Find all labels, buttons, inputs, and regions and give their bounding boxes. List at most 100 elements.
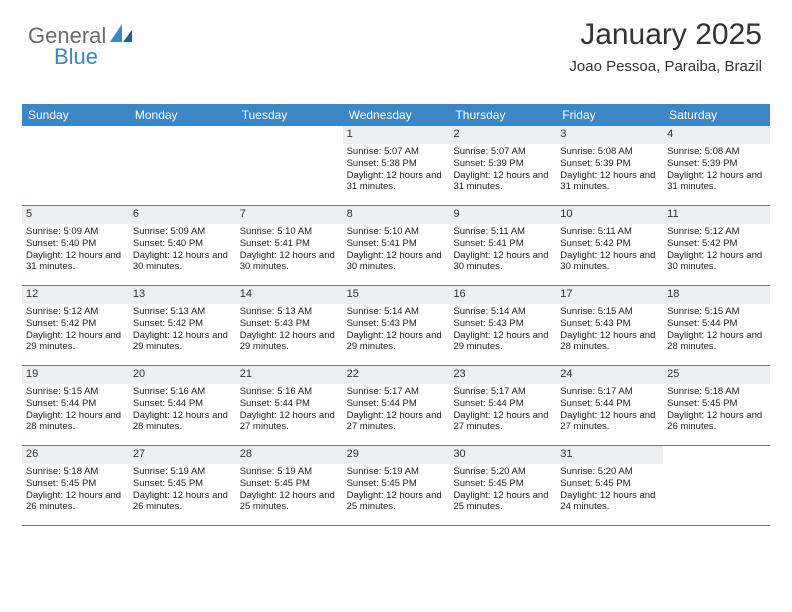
sunset-line: Sunset: 5:39 PM bbox=[453, 158, 523, 169]
day-cell: 12Sunrise: 5:12 AMSunset: 5:42 PMDayligh… bbox=[22, 286, 129, 366]
daylight-line: Daylight: 12 hours and 29 minutes. bbox=[453, 330, 548, 353]
sunrise-line: Sunrise: 5:16 AM bbox=[133, 386, 205, 397]
sunset-line: Sunset: 5:45 PM bbox=[453, 478, 523, 489]
sunrise-line: Sunrise: 5:17 AM bbox=[560, 386, 632, 397]
sunrise-line: Sunrise: 5:07 AM bbox=[453, 146, 525, 157]
day-cell: 29 Sunrise: 5:19 AMSunset: 5:45 PMDayligh… bbox=[343, 446, 450, 526]
day-number: 29 bbox=[343, 446, 450, 464]
sunrise-line: Sunrise: 5:14 AM bbox=[347, 306, 419, 317]
day-header-cell: Wednesday bbox=[343, 104, 450, 126]
daylight-line: Daylight: 12 hours and 28 minutes. bbox=[26, 410, 121, 433]
day-number: 18 bbox=[663, 286, 770, 304]
sunrise-line: Sunrise: 5:15 AM bbox=[560, 306, 632, 317]
day-info: Sunrise: 5:07 AMSunset: 5:38 PMDaylight:… bbox=[347, 146, 446, 194]
sunrise-line: Sunrise: 5:09 AM bbox=[26, 226, 98, 237]
header: January 2025 Joao Pessoa, Paraiba, Brazi… bbox=[569, 18, 762, 75]
day-number: 3 bbox=[556, 126, 663, 144]
day-number: 13 bbox=[129, 286, 236, 304]
day-cell: 1Sunrise: 5:07 AMSunset: 5:38 PMDaylight… bbox=[343, 126, 450, 206]
daylight-line: Daylight: 12 hours and 25 minutes. bbox=[240, 490, 335, 513]
day-info: Sunrise: 5:12 AMSunset: 5:42 PMDaylight:… bbox=[667, 226, 766, 274]
daylight-line: Daylight: 12 hours and 25 minutes. bbox=[347, 490, 442, 513]
day-cell: 31Sunrise: 5:20 AMSunset: 5:45 PMDayligh… bbox=[556, 446, 663, 526]
sunset-line: Sunset: 5:42 PM bbox=[560, 238, 630, 249]
day-cell: 9Sunrise: 5:11 AMSunset: 5:41 PMDaylight… bbox=[449, 206, 556, 286]
day-number: 5 bbox=[22, 206, 129, 224]
day-number: 27 bbox=[129, 446, 236, 464]
day-header-cell: Thursday bbox=[449, 104, 556, 126]
day-number: 24 bbox=[556, 366, 663, 384]
daylight-line: Daylight: 12 hours and 25 minutes. bbox=[453, 490, 548, 513]
day-cell: 15 Sunrise: 5:14 AMSunset: 5:43 PMDayligh… bbox=[343, 286, 450, 366]
day-header-cell: Tuesday bbox=[236, 104, 343, 126]
daylight-line: Daylight: 12 hours and 30 minutes. bbox=[347, 250, 442, 273]
logo-sail-icon bbox=[108, 22, 134, 49]
weeks-container: 1Sunrise: 5:07 AMSunset: 5:38 PMDaylight… bbox=[22, 126, 770, 526]
sunset-line: Sunset: 5:43 PM bbox=[560, 318, 630, 329]
day-cell-empty bbox=[663, 446, 770, 526]
day-cell: 13Sunrise: 5:13 AMSunset: 5:42 PMDayligh… bbox=[129, 286, 236, 366]
day-number: 8 bbox=[343, 206, 450, 224]
daylight-line: Daylight: 12 hours and 31 minutes. bbox=[560, 170, 655, 193]
day-number: 20 bbox=[129, 366, 236, 384]
daylight-line: Daylight: 12 hours and 29 minutes. bbox=[347, 330, 442, 353]
sunset-line: Sunset: 5:45 PM bbox=[347, 478, 417, 489]
day-info: Sunrise: 5:19 AMSunset: 5:45 PMDaylight:… bbox=[347, 466, 446, 514]
day-cell: 3Sunrise: 5:08 AMSunset: 5:39 PMDaylight… bbox=[556, 126, 663, 206]
daylight-line: Daylight: 12 hours and 29 minutes. bbox=[133, 330, 228, 353]
day-number: 31 bbox=[556, 446, 663, 464]
day-number: 11 bbox=[663, 206, 770, 224]
sunset-line: Sunset: 5:41 PM bbox=[453, 238, 523, 249]
sunrise-line: Sunrise: 5:12 AM bbox=[667, 226, 739, 237]
sunrise-line: Sunrise: 5:10 AM bbox=[347, 226, 419, 237]
daylight-line: Daylight: 12 hours and 26 minutes. bbox=[26, 490, 121, 513]
day-header-row: SundayMondayTuesdayWednesdayThursdayFrid… bbox=[22, 104, 770, 126]
daylight-line: Daylight: 12 hours and 30 minutes. bbox=[453, 250, 548, 273]
day-number: 25 bbox=[663, 366, 770, 384]
sunrise-line: Sunrise: 5:19 AM bbox=[240, 466, 312, 477]
sunrise-line: Sunrise: 5:10 AM bbox=[240, 226, 312, 237]
sunset-line: Sunset: 5:44 PM bbox=[133, 398, 203, 409]
day-cell: 16Sunrise: 5:14 AMSunset: 5:43 PMDayligh… bbox=[449, 286, 556, 366]
daylight-line: Daylight: 12 hours and 28 minutes. bbox=[133, 410, 228, 433]
day-cell: 17Sunrise: 5:15 AMSunset: 5:43 PMDayligh… bbox=[556, 286, 663, 366]
daylight-line: Daylight: 12 hours and 29 minutes. bbox=[26, 330, 121, 353]
sunrise-line: Sunrise: 5:08 AM bbox=[560, 146, 632, 157]
sunset-line: Sunset: 5:43 PM bbox=[347, 318, 417, 329]
sunset-line: Sunset: 5:39 PM bbox=[667, 158, 737, 169]
sunset-line: Sunset: 5:41 PM bbox=[347, 238, 417, 249]
day-header-cell: Monday bbox=[129, 104, 236, 126]
day-cell: 10Sunrise: 5:11 AMSunset: 5:42 PMDayligh… bbox=[556, 206, 663, 286]
sunrise-line: Sunrise: 5:18 AM bbox=[667, 386, 739, 397]
day-cell: 14 Sunrise: 5:13 AMSunset: 5:43 PMDayligh… bbox=[236, 286, 343, 366]
sunset-line: Sunset: 5:44 PM bbox=[347, 398, 417, 409]
day-cell: 25Sunrise: 5:18 AMSunset: 5:45 PMDayligh… bbox=[663, 366, 770, 446]
day-info: Sunrise: 5:13 AMSunset: 5:43 PMDaylight:… bbox=[240, 306, 339, 354]
day-number: 30 bbox=[449, 446, 556, 464]
day-number: 14 bbox=[236, 286, 343, 304]
sunset-line: Sunset: 5:41 PM bbox=[240, 238, 310, 249]
sunrise-line: Sunrise: 5:19 AM bbox=[347, 466, 419, 477]
day-cell-empty bbox=[129, 126, 236, 206]
day-info: Sunrise: 5:10 AMSunset: 5:41 PMDaylight:… bbox=[240, 226, 339, 274]
daylight-line: Daylight: 12 hours and 29 minutes. bbox=[240, 330, 335, 353]
day-info: Sunrise: 5:15 AMSunset: 5:44 PMDaylight:… bbox=[26, 386, 125, 434]
day-number: 15 bbox=[343, 286, 450, 304]
sunset-line: Sunset: 5:45 PM bbox=[560, 478, 630, 489]
sunrise-line: Sunrise: 5:12 AM bbox=[26, 306, 98, 317]
day-cell: 23Sunrise: 5:17 AMSunset: 5:44 PMDayligh… bbox=[449, 366, 556, 446]
sunrise-line: Sunrise: 5:07 AM bbox=[347, 146, 419, 157]
sunset-line: Sunset: 5:45 PM bbox=[240, 478, 310, 489]
day-info: Sunrise: 5:17 AMSunset: 5:44 PMDaylight:… bbox=[347, 386, 446, 434]
sunset-line: Sunset: 5:40 PM bbox=[26, 238, 96, 249]
day-cell: 8 Sunrise: 5:10 AMSunset: 5:41 PMDaylight… bbox=[343, 206, 450, 286]
daylight-line: Daylight: 12 hours and 26 minutes. bbox=[133, 490, 228, 513]
day-number: 4 bbox=[663, 126, 770, 144]
daylight-line: Daylight: 12 hours and 26 minutes. bbox=[667, 410, 762, 433]
sunset-line: Sunset: 5:44 PM bbox=[240, 398, 310, 409]
day-number: 2 bbox=[449, 126, 556, 144]
sunrise-line: Sunrise: 5:14 AM bbox=[453, 306, 525, 317]
sunrise-line: Sunrise: 5:17 AM bbox=[453, 386, 525, 397]
location-text: Joao Pessoa, Paraiba, Brazil bbox=[569, 58, 762, 75]
day-number: 12 bbox=[22, 286, 129, 304]
